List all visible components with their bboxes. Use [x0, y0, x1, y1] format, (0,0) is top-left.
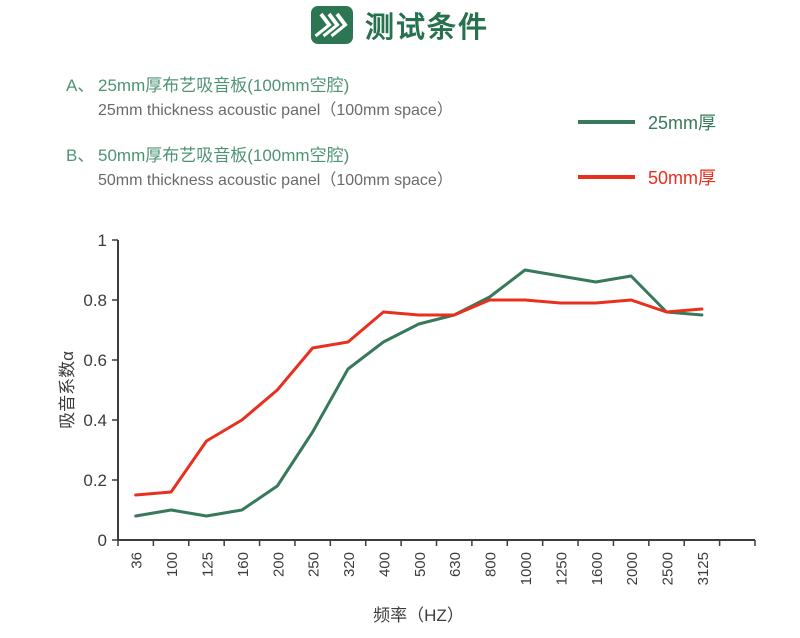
line-chart-canvas: 0 0.2 0.4 0.6 0.8 1 36 100 125 160 200 250 320 400 500… [58, 231, 756, 625]
triple-chevron-icon [310, 6, 353, 44]
legend-label-50mm: 50mm厚 [648, 168, 717, 188]
x-tick-label: 1250 [553, 552, 570, 585]
x-tick-label: 400 [376, 552, 393, 577]
x-tick-label: 2000 [624, 552, 641, 585]
x-tick-label: 3125 [695, 552, 712, 585]
test-conditions: A、 25mm厚布艺吸音板(100mm空腔) 25mm thickness ac… [66, 74, 606, 214]
y-tick-label: 0 [98, 531, 107, 550]
page-title: 测试条件 [364, 12, 489, 44]
condition-a: A、 25mm厚布艺吸音板(100mm空腔) 25mm thickness ac… [66, 74, 606, 122]
legend-item-50mm: 50mm厚 [578, 159, 788, 195]
condition-a-marker: A、 [66, 76, 95, 95]
chart-axes [117, 240, 755, 541]
x-tick-label: 100 [164, 552, 181, 577]
y-axis-title: 吸音系数α [58, 351, 77, 429]
absorption-coefficient-chart: 0 0.2 0.4 0.6 0.8 1 36 100 125 160 200 250 320 400 500… [55, 228, 785, 633]
y-tick-label: 0.8 [83, 291, 107, 310]
y-tick-label: 1 [98, 231, 107, 250]
x-tick-label: 36 [129, 552, 146, 569]
x-tick-label: 125 [199, 552, 216, 577]
condition-a-label-en: 25mm thickness acoustic panel（100mm spac… [98, 102, 453, 119]
y-tick-label: 0.2 [83, 471, 107, 490]
x-tick-label: 630 [447, 552, 464, 577]
condition-a-label-cn: 25mm厚布艺吸音板(100mm空腔) [98, 76, 350, 95]
condition-b-label-cn: 50mm厚布艺吸音板(100mm空腔) [98, 146, 350, 165]
x-tick-label: 500 [412, 552, 429, 577]
condition-b-label-en: 50mm thickness acoustic panel（100mm spac… [98, 172, 453, 189]
legend-swatch-25mm [578, 120, 635, 124]
legend-label-25mm: 25mm厚 [648, 113, 717, 133]
page-header: 测试条件 [0, 4, 800, 46]
condition-b-marker: B、 [66, 146, 95, 165]
y-tick-label: 0.4 [83, 411, 107, 430]
chart-legend: 25mm厚 50mm厚 [578, 104, 788, 214]
x-tick-label: 2500 [660, 552, 677, 585]
x-tick-label: 250 [306, 552, 323, 577]
x-axis-title: 频率（HZ） [373, 606, 464, 625]
x-tick-label: 160 [235, 552, 252, 577]
x-tick-label: 800 [483, 552, 500, 577]
x-tick-label: 200 [270, 552, 287, 577]
x-tick-label: 1600 [589, 552, 606, 585]
legend-item-25mm: 25mm厚 [578, 104, 788, 140]
x-tick-label: 320 [341, 552, 358, 577]
legend-swatch-50mm [578, 175, 635, 179]
condition-b: B、 50mm厚布艺吸音板(100mm空腔) 50mm thickness ac… [66, 144, 606, 192]
series-line-1 [134, 298, 704, 497]
x-tick-label: 1000 [518, 552, 535, 585]
y-tick-label: 0.6 [83, 351, 107, 370]
series-line-0 [134, 268, 704, 518]
